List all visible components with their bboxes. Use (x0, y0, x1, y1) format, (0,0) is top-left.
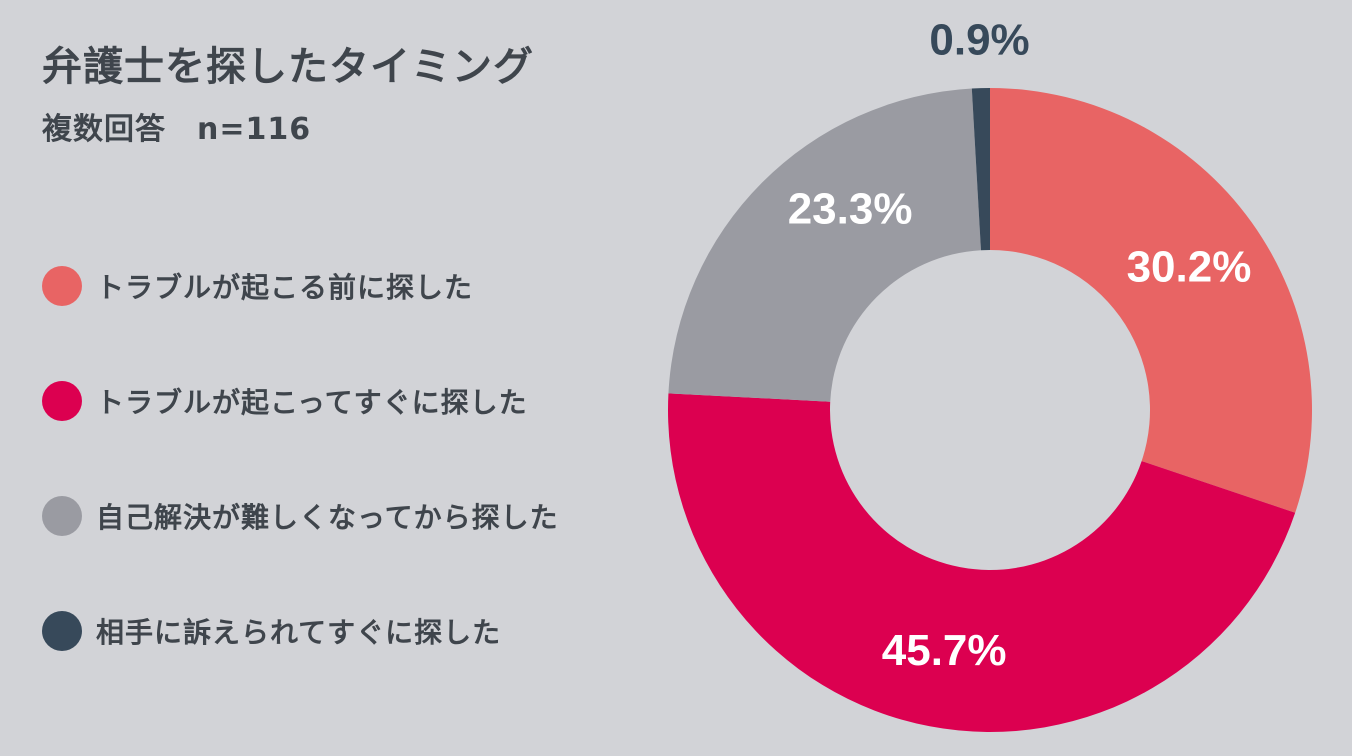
donut-slice (971, 88, 990, 251)
data-label: 45.7% (882, 626, 1007, 675)
donut-slice (668, 88, 981, 402)
data-label: 30.2% (1127, 243, 1252, 292)
legend-label: 自己解決が難しくなってから探した (96, 501, 559, 534)
legend-swatch (42, 496, 82, 536)
legend-item: 自己解決が難しくなってから探した (42, 494, 559, 538)
legend: トラブルが起こる前に探した トラブルが起こってすぐに探した 自己解決が難しくなっ… (42, 264, 559, 724)
legend-label: 相手に訴えられてすぐに探した (96, 616, 502, 649)
chart-title: 弁護士を探したタイミング (42, 44, 534, 90)
legend-item: トラブルが起こってすぐに探した (42, 379, 559, 423)
legend-swatch (42, 381, 82, 421)
data-label: 0.9% (929, 16, 1029, 65)
legend-item: 相手に訴えられてすぐに探した (42, 609, 559, 653)
legend-swatch (42, 266, 82, 306)
data-label: 23.3% (788, 184, 913, 233)
donut-slice (990, 88, 1312, 513)
legend-label: トラブルが起こってすぐに探した (96, 386, 528, 419)
legend-label: トラブルが起こる前に探した (96, 271, 474, 304)
legend-item: トラブルが起こる前に探した (42, 264, 559, 308)
legend-swatch (42, 611, 82, 651)
chart-subtitle: 複数回答 n=116 (42, 112, 312, 147)
donut-slice (668, 393, 1296, 732)
